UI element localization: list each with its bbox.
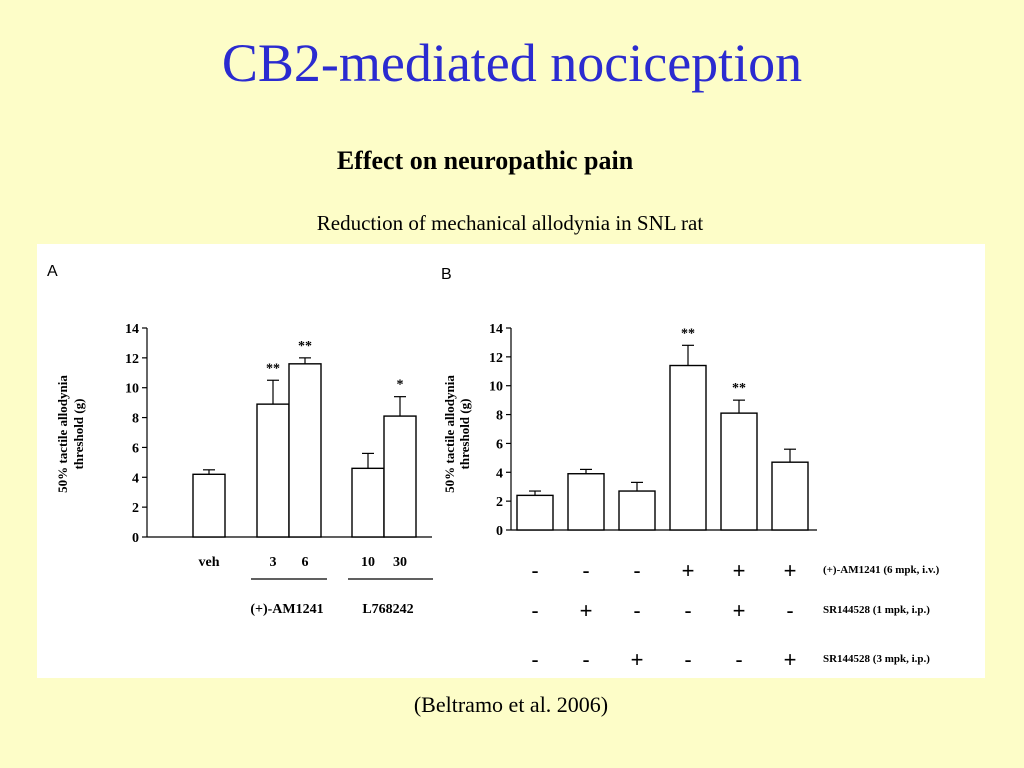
treatment-sign: + <box>733 598 746 623</box>
y-tick-label: 4 <box>496 466 503 481</box>
slide-title: CB2-mediated nociception <box>221 33 803 93</box>
y-tick-label: 12 <box>125 352 139 367</box>
treatment-sign: - <box>633 558 640 583</box>
panel-a-bars: ***** <box>192 339 417 538</box>
bar <box>516 494 554 531</box>
significance-label: ** <box>298 339 312 354</box>
bar <box>383 415 417 538</box>
panel-b-bars: ** ** <box>516 326 809 531</box>
treatment-sign: + <box>784 647 797 672</box>
treatment-sign: - <box>531 558 538 583</box>
significance-label: ** <box>732 381 746 396</box>
bar <box>256 403 290 538</box>
treatment-sign: + <box>733 558 746 583</box>
panel-b-ylabel-line1: 50% tactile allodynia <box>442 375 457 493</box>
treatment-sign: - <box>582 647 589 672</box>
panel-b-axis: 0 2 4 6 8 10 12 14 <box>489 322 817 539</box>
significance-label: ** <box>681 326 695 341</box>
x-tick-label: 6 <box>302 555 309 570</box>
x-tick-label: 10 <box>361 555 375 570</box>
y-tick-label: 0 <box>496 524 503 539</box>
x-tick-label: 30 <box>393 555 407 570</box>
treatment-sign: + <box>580 598 593 623</box>
y-tick-label: 4 <box>132 471 139 486</box>
treatment-sign: - <box>786 598 793 623</box>
bar <box>351 467 385 538</box>
citation: (Beltramo et al. 2006) <box>413 692 609 717</box>
y-tick-label: 8 <box>132 412 139 427</box>
panel-b-treatments: - - - + + + (+)-AM1241 (6 mpk, i.v.) - + - - + - SR14… <box>531 558 939 672</box>
y-tick-label: 12 <box>489 351 503 366</box>
figure-svg: A 50% tactile allodynia threshold (g) 0 2… <box>47 263 940 672</box>
treatment-sign: - <box>582 558 589 583</box>
figure-panel: A 50% tactile allodynia threshold (g) 0 2… <box>37 244 985 678</box>
slide-subtitle: Effect on neuropathic pain <box>336 146 634 175</box>
y-tick-label: 10 <box>489 380 503 395</box>
y-tick-label: 14 <box>489 322 503 337</box>
treatment-sign: - <box>684 647 691 672</box>
y-tick-label: 2 <box>496 495 503 510</box>
bar <box>720 412 758 531</box>
panel-a-ylabel-line1: 50% tactile allodynia <box>55 375 70 493</box>
treatment-sign: - <box>684 598 691 623</box>
y-tick-label: 0 <box>132 531 139 546</box>
y-tick-label: 6 <box>132 441 139 456</box>
y-tick-label: 10 <box>125 382 139 397</box>
panel-a-letter: A <box>47 263 58 280</box>
treatment-sign: - <box>633 598 640 623</box>
treatment-sign: - <box>531 647 538 672</box>
y-tick-label: 14 <box>125 322 139 337</box>
significance-label: * <box>397 378 404 393</box>
panel-b-ylabel-line2: threshold (g) <box>457 399 472 470</box>
treatment-sign: + <box>631 647 644 672</box>
x-tick-label: veh <box>199 555 220 570</box>
group-label: (+)-AM1241 <box>250 602 323 617</box>
panel-b-letter: B <box>441 266 452 283</box>
panel-a-ylabel-line2: threshold (g) <box>71 399 86 470</box>
treatment-sign: + <box>784 558 797 583</box>
treatment-sign: + <box>682 558 695 583</box>
treatment-label: SR144528 (1 mpk, i.p.) <box>823 604 930 616</box>
bar <box>192 473 226 538</box>
treatment-sign: - <box>531 598 538 623</box>
figure-caption: Reduction of mechanical allodynia in SNL… <box>316 211 704 235</box>
bar <box>771 461 809 531</box>
y-tick-label: 8 <box>496 409 503 424</box>
panel-a-xlabels: veh 3 6 10 30 (+)-AM1241 L768242 <box>199 555 433 617</box>
panel-b: B 50% tactile allodynia threshold (g) 0 2… <box>441 266 940 672</box>
group-label: L768242 <box>362 602 413 617</box>
y-tick-label: 6 <box>496 437 503 452</box>
bar <box>618 490 656 531</box>
bar <box>567 473 605 531</box>
y-tick-label: 2 <box>132 501 139 516</box>
bar <box>288 363 322 538</box>
treatment-sign: - <box>735 647 742 672</box>
bar <box>669 364 707 531</box>
panel-a: A 50% tactile allodynia threshold (g) 0 2… <box>47 263 433 617</box>
significance-label: ** <box>266 361 280 376</box>
treatment-label: (+)-AM1241 (6 mpk, i.v.) <box>823 564 940 576</box>
treatment-label: SR144528 (3 mpk, i.p.) <box>823 653 930 665</box>
x-tick-label: 3 <box>270 555 277 570</box>
